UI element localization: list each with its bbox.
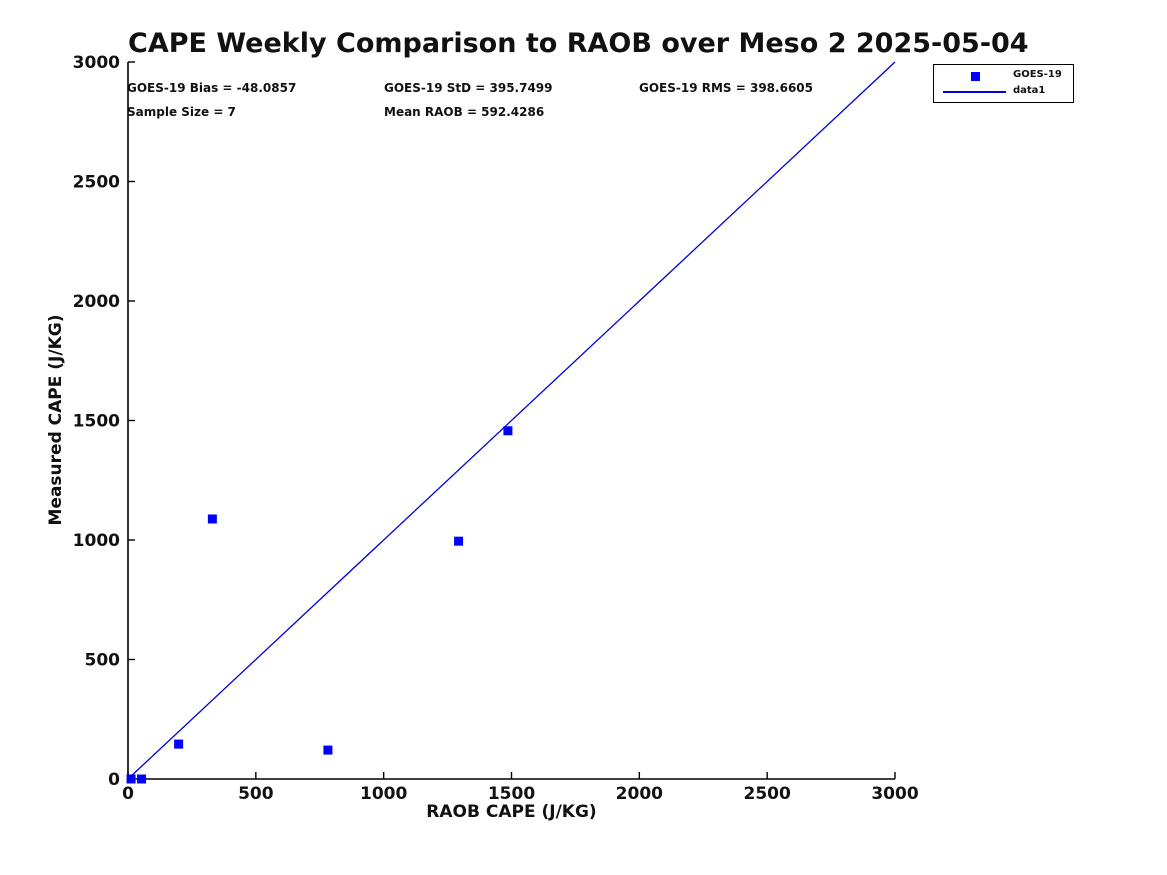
data-point-marker — [207, 514, 217, 524]
x-tick-label: 2500 — [744, 784, 791, 804]
identity-line — [127, 61, 896, 780]
legend-label-goes19: GOES-19 — [1013, 69, 1062, 80]
x-tick-label: 500 — [238, 784, 274, 804]
y-tick-label: 3000 — [73, 53, 120, 73]
x-tick-label: 2000 — [616, 784, 663, 804]
stat-sample-size: Sample Size = 7 — [127, 105, 236, 119]
stat-bias: GOES-19 Bias = -48.0857 — [127, 81, 297, 95]
legend-line-sample-icon — [943, 91, 1006, 93]
y-tick-label: 2500 — [73, 173, 120, 193]
stat-rms: GOES-19 RMS = 398.6605 — [639, 81, 813, 95]
stat-std: GOES-19 StD = 395.7499 — [384, 81, 553, 95]
y-tick-label: 1000 — [73, 531, 120, 551]
x-tick-label: 0 — [122, 784, 134, 804]
y-axis-label: Measured CAPE (J/KG) — [46, 314, 66, 526]
data-point-marker — [503, 426, 513, 436]
data-point-marker — [137, 774, 147, 784]
y-tick-label: 500 — [85, 651, 121, 671]
chart-title: CAPE Weekly Comparison to RAOB over Meso… — [128, 28, 1029, 59]
y-tick-label: 0 — [108, 770, 120, 790]
data-point-marker — [323, 745, 333, 755]
legend-square-marker-icon — [971, 72, 980, 81]
y-tick-label: 2000 — [73, 292, 120, 312]
stat-mean-raob: Mean RAOB = 592.4286 — [384, 105, 545, 119]
x-tick-label: 1500 — [488, 784, 535, 804]
data-point-marker — [454, 536, 464, 546]
data-point-marker — [126, 774, 136, 784]
x-tick-label: 1000 — [360, 784, 407, 804]
data-point-marker — [174, 739, 184, 749]
x-axis-label: RAOB CAPE (J/KG) — [426, 802, 597, 822]
y-tick-label: 1500 — [73, 412, 120, 432]
x-tick-label: 3000 — [871, 784, 918, 804]
legend-box: GOES-19 data1 — [933, 64, 1074, 103]
legend-label-data1: data1 — [1013, 85, 1046, 96]
